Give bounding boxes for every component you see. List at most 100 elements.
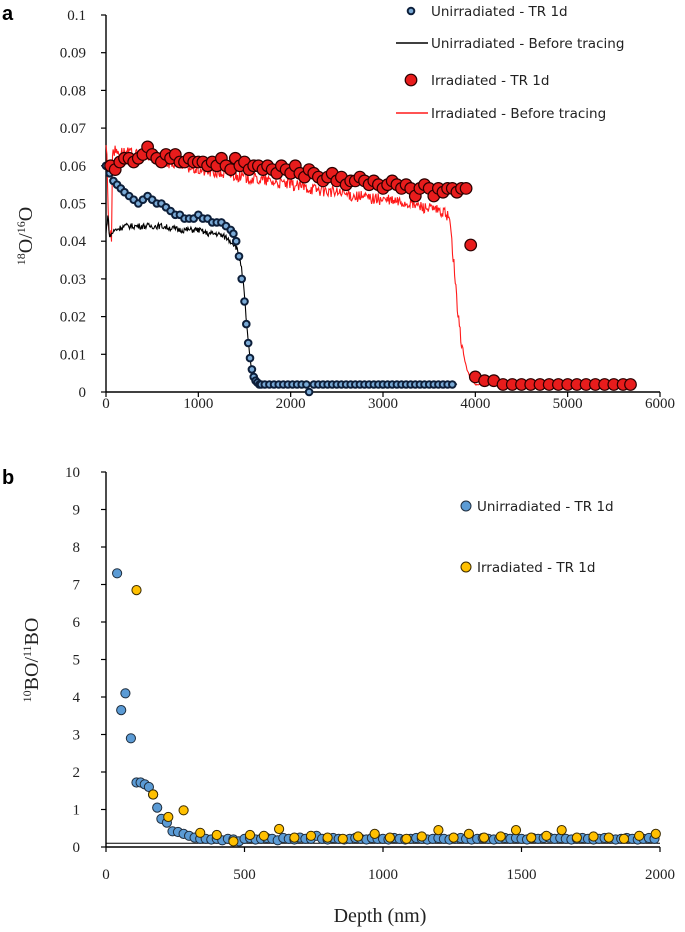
- unirradiated-tr1d-point: [242, 319, 251, 329]
- b-irradiated-point: [401, 833, 412, 844]
- panel-a-x-tick-label: 6000: [645, 396, 675, 412]
- panel-b-plot-area: [106, 568, 661, 847]
- b-irradiated-point: [448, 832, 459, 843]
- b-irradiated-point: [337, 833, 348, 844]
- b-irradiated-point: [353, 831, 364, 842]
- legend-item-irradiated-before: Irradiated - Before tracing: [396, 106, 606, 122]
- legend-item-b-unirradiated: Unirradiated - TR 1d: [460, 499, 614, 515]
- legend-item-irradiated-tr1d: Irradiated - TR 1d: [404, 73, 549, 89]
- irradiated-tr1d-point: [464, 238, 478, 252]
- panel-a-axes: 0 0.01 0.02 0.03 0.04 0.05 0.06 0.07 0.08 0.09 0.1…: [60, 8, 675, 412]
- legend-label-unirradiated-tr1d: Unirradiated - TR 1d: [431, 4, 568, 20]
- panel-b-label: b: [2, 467, 14, 489]
- panel-a-x-tick-label: 4000: [460, 396, 490, 412]
- b-irradiated-point: [131, 585, 142, 596]
- unirradiated-tr1d-point: [245, 353, 255, 363]
- panel-b-y-tick-label: 6: [73, 615, 81, 631]
- panel-b-y-tick-label: 0: [73, 840, 81, 856]
- panel-b-legend: Unirradiated - TR 1d Irradiated - TR 1d: [460, 499, 614, 576]
- unirradiated-tr1d-point: [237, 274, 246, 284]
- panel-a-legend: Unirradiated - TR 1d Unirradiated - Befo…: [396, 4, 624, 122]
- panel-b-axes: 0 1 2 3 4 5 6 7 8 9 10 0 500 1000 1500 2000: [65, 465, 675, 883]
- panel-b-x-tick-label: 0: [102, 867, 110, 883]
- unirradiated-tr1d-point: [240, 297, 249, 306]
- b-irradiated-point: [148, 789, 159, 800]
- panel-a-x-tick-label: 2000: [276, 396, 306, 412]
- b-irradiated-point: [618, 833, 630, 844]
- panel-a-x-tick-label: 5000: [553, 396, 583, 412]
- unirradiated-tr1d-point: [231, 236, 241, 246]
- b-irradiated-point: [650, 828, 661, 840]
- b-unirradiated-point: [116, 705, 127, 716]
- b-irradiated-point: [588, 831, 599, 842]
- b-irradiated-point: [369, 828, 380, 840]
- panel-b-y-tick-label: 1: [73, 803, 81, 819]
- legend-label-unirradiated-before: Unirradiated - Before tracing: [431, 36, 624, 52]
- panel-a-ylabel-sup1: 18: [14, 253, 28, 265]
- b-unirradiated-point: [120, 688, 131, 699]
- panel-a-plot-area: [101, 140, 637, 397]
- b-irradiated-point: [416, 831, 427, 842]
- b-irradiated-point: [289, 832, 300, 843]
- panel-b-y-tick-label: 8: [73, 540, 81, 556]
- b-irradiated-point: [541, 830, 552, 841]
- panel-a-x-tick-label: 1000: [183, 396, 213, 412]
- panel-a-label: a: [2, 3, 14, 25]
- b-irradiated-point: [322, 832, 333, 843]
- b-irradiated-point: [228, 836, 239, 847]
- unirradiated-tr1d-point: [448, 380, 457, 389]
- legend-label-b-irradiated: Irradiated - TR 1d: [477, 560, 595, 576]
- panel-b-x-tick-label: 2000: [645, 867, 675, 883]
- panel-a-y-tick-label: 0.02: [60, 310, 86, 326]
- panel-a-y-tick-label: 0.07: [60, 121, 87, 137]
- b-irradiated-point: [571, 832, 583, 843]
- panel-a-ylabel-base2: O: [15, 207, 37, 221]
- b-unirradiated-point: [143, 781, 154, 793]
- b-irradiated-point: [305, 830, 317, 841]
- panel-a-y-tick-label: 0.04: [60, 234, 87, 250]
- legend-label-irradiated-before: Irradiated - Before tracing: [431, 106, 606, 122]
- panel-b-x-axis-title: Depth (nm): [334, 905, 427, 927]
- b-irradiated-point: [556, 825, 567, 836]
- legend-marker-b-yellow: [460, 561, 472, 573]
- panel-a-y-tick-label: 0.03: [60, 272, 86, 288]
- legend-item-unirradiated-tr1d: Unirradiated - TR 1d: [406, 4, 568, 20]
- irradiated-tr1d-point: [624, 378, 637, 391]
- panel-b-ylabel-base1: BO/: [21, 657, 43, 691]
- b-irradiated-point: [178, 805, 189, 816]
- panel-a: a 18O/16O 00.010.020.030.040.050.060.070…: [2, 3, 675, 412]
- panel-b-y-tick-label: 2: [73, 765, 81, 781]
- b-irradiated-point: [258, 830, 269, 841]
- b-irradiated-point: [211, 829, 222, 841]
- unirradiated-tr1d-point: [243, 338, 253, 348]
- legend-marker-red: [404, 73, 418, 87]
- unirradiated-tr1d-point: [304, 387, 314, 397]
- panel-a-y-tick-label: 0.1: [67, 8, 86, 24]
- panel-a-ylabel-sup2: 16: [14, 221, 28, 233]
- panel-b-y-tick-label: 3: [73, 728, 81, 744]
- panel-a-y-tick-label: 0.01: [60, 347, 86, 363]
- b-irradiated-point: [526, 832, 537, 843]
- panel-b-y-tick-label: 10: [65, 465, 80, 481]
- unirradiated-before-tracing-line: [105, 215, 458, 387]
- b-irradiated-point: [244, 829, 256, 841]
- panel-a-y-tick-label: 0.06: [60, 159, 87, 175]
- legend-label-b-unirradiated: Unirradiated - TR 1d: [477, 499, 614, 515]
- b-unirradiated-point: [125, 733, 136, 744]
- panel-b-x-tick-label: 500: [233, 867, 256, 883]
- panel-b-y-tick-label: 4: [73, 690, 81, 706]
- b-irradiated-point: [384, 832, 395, 843]
- unirradiated-tr1d-point: [234, 251, 244, 261]
- legend-label-irradiated-tr1d: Irradiated - TR 1d: [431, 73, 549, 89]
- b-irradiated-point: [495, 831, 506, 842]
- b-irradiated-point: [195, 827, 206, 838]
- b-irradiated-point: [479, 832, 490, 843]
- b-irradiated-point: [463, 828, 474, 840]
- unirradiated-tr1d-point: [302, 380, 311, 389]
- b-irradiated-point: [634, 830, 645, 841]
- b-irradiated-point: [510, 825, 522, 836]
- panel-b-x-tick-label: 1000: [368, 867, 398, 883]
- panel-b-ylabel-base2: BO: [21, 618, 43, 646]
